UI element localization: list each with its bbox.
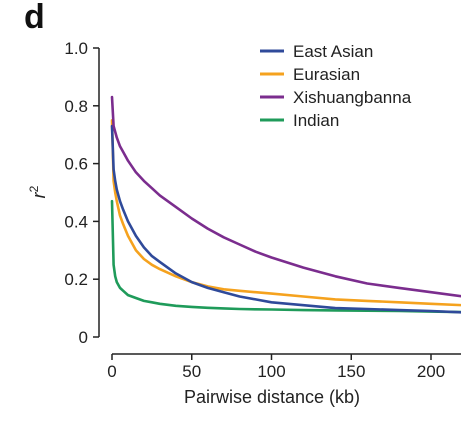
legend: East Asian Eurasian Xishuangbanna Indian [260, 42, 412, 130]
x-tick-label: 0 [107, 362, 116, 381]
axes: 0 0.2 0.4 0.6 0.8 1.0 0 50 100 150 200 [64, 39, 461, 381]
legend-label: Eurasian [293, 65, 360, 84]
x-tick-label: 100 [257, 362, 285, 381]
y-tick-label: 0.6 [64, 155, 88, 174]
series-line-eurasian [110, 119, 461, 307]
y-axis-title-superscript: 2 [27, 185, 41, 192]
series-group [110, 95, 461, 314]
series-line-east-asian [110, 124, 461, 314]
series-line-indian [110, 199, 461, 314]
y-axis-title: r2 [27, 185, 49, 198]
panel-label: d [24, 0, 45, 36]
y-tick-label: 0.2 [64, 270, 88, 289]
x-tick-label: 200 [417, 362, 445, 381]
series-line-xishuangbanna [110, 95, 461, 298]
x-axis-title: Pairwise distance (kb) [184, 387, 360, 407]
legend-label: Xishuangbanna [293, 88, 412, 107]
y-tick-label: 0.8 [64, 97, 88, 116]
y-axis-title-base: r [29, 191, 49, 198]
x-tick-label: 150 [337, 362, 365, 381]
legend-label: Indian [293, 111, 339, 130]
x-tick-label: 50 [182, 362, 201, 381]
y-tick-label: 1.0 [64, 39, 88, 58]
y-tick-label: 0 [79, 328, 88, 347]
legend-label: East Asian [293, 42, 373, 61]
y-tick-label: 0.4 [64, 212, 88, 231]
